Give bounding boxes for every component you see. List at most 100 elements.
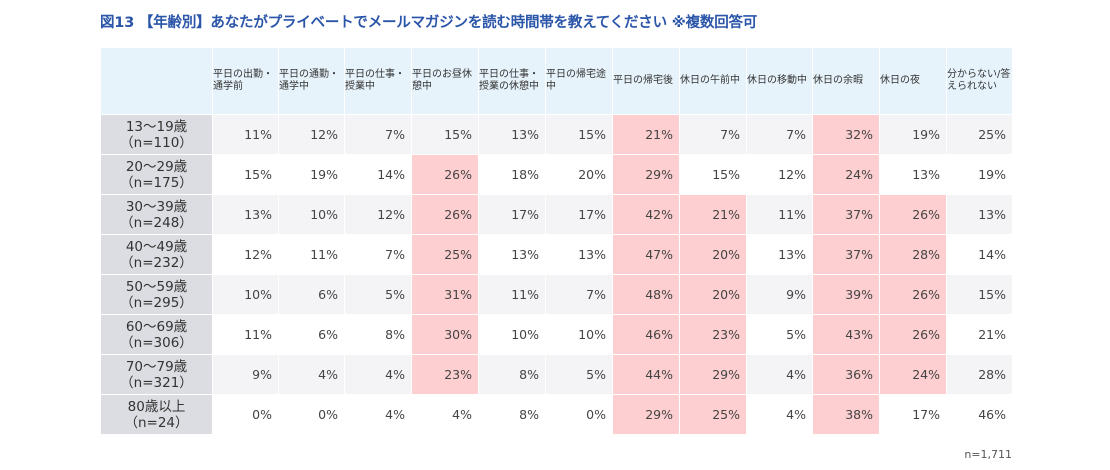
highlighted-value-cell: 43%: [812, 314, 880, 355]
highlighted-value-cell: 20%: [679, 274, 747, 315]
highlighted-value-cell: 46%: [612, 314, 680, 355]
value-cell: 11%: [746, 194, 813, 235]
value-cell: 5%: [545, 354, 613, 395]
value-cell: 13%: [879, 154, 947, 195]
value-cell: 6%: [278, 274, 345, 315]
highlighted-value-cell: 37%: [812, 234, 880, 275]
highlighted-value-cell: 31%: [411, 274, 479, 315]
value-cell: 12%: [746, 154, 813, 195]
age-group-label: 80歳以上: [127, 398, 186, 415]
row-label: 40～49歳 （n=232）: [100, 234, 213, 275]
highlighted-value-cell: 25%: [411, 234, 479, 275]
highlighted-value-cell: 26%: [411, 154, 479, 195]
age-group-label: 13～19歳: [125, 118, 188, 135]
highlighted-value-cell: 29%: [612, 154, 680, 195]
highlighted-value-cell: 29%: [612, 394, 680, 435]
highlighted-value-cell: 24%: [879, 354, 947, 395]
highlighted-value-cell: 26%: [879, 194, 947, 235]
highlighted-value-cell: 21%: [679, 194, 747, 235]
table-row: 70～79歳 （n=321） 9% 4% 4% 23% 8% 5% 44% 29% 4% 36% 24%…: [100, 354, 1013, 395]
value-cell: 20%: [545, 154, 613, 195]
column-header: 平日の通勤・通学中: [278, 47, 345, 115]
value-cell: 14%: [344, 154, 412, 195]
table-row: 40～49歳 （n=232） 12% 11% 7% 25% 13% 13% 47% 20% 13% 3…: [100, 234, 1013, 275]
value-cell: 14%: [946, 234, 1013, 275]
value-cell: 10%: [278, 194, 345, 235]
table-body: 13～19歳 （n=110） 11% 12% 7% 15% 13% 15% 21% 7% 7% 32%…: [100, 114, 1013, 435]
value-cell: 13%: [746, 234, 813, 275]
value-cell: 25%: [946, 114, 1013, 155]
highlighted-value-cell: 25%: [679, 394, 747, 435]
column-header: 平日のお昼休憩中: [411, 47, 479, 115]
value-cell: 4%: [411, 394, 479, 435]
value-cell: 15%: [946, 274, 1013, 315]
age-group-label: 30～39歳: [125, 198, 188, 215]
age-group-label: 60～69歳: [125, 318, 188, 335]
column-header: 休日の移動中: [746, 47, 813, 115]
value-cell: 4%: [746, 394, 813, 435]
value-cell: 28%: [946, 354, 1013, 395]
column-header: 平日の帰宅後: [612, 47, 680, 115]
column-header: 分からない/答えられない: [946, 47, 1013, 115]
value-cell: 21%: [946, 314, 1013, 355]
value-cell: 15%: [411, 114, 479, 155]
value-cell: 4%: [278, 354, 345, 395]
column-header: 平日の仕事・授業の休憩中: [478, 47, 546, 115]
highlighted-value-cell: 29%: [679, 354, 747, 395]
table-row: 30～39歳 （n=248） 13% 10% 12% 26% 17% 17% 42% 21% 11%…: [100, 194, 1013, 235]
value-cell: 7%: [344, 114, 412, 155]
value-cell: 8%: [478, 394, 546, 435]
table-row: 20～29歳 （n=175） 15% 19% 14% 26% 18% 20% 29% 15% 12%…: [100, 154, 1013, 195]
value-cell: 15%: [679, 154, 747, 195]
highlighted-value-cell: 28%: [879, 234, 947, 275]
highlighted-value-cell: 26%: [879, 314, 947, 355]
value-cell: 7%: [746, 114, 813, 155]
value-cell: 9%: [212, 354, 279, 395]
value-cell: 19%: [879, 114, 947, 155]
column-header: 休日の夜: [879, 47, 947, 115]
highlighted-value-cell: 24%: [812, 154, 880, 195]
value-cell: 8%: [478, 354, 546, 395]
value-cell: 4%: [344, 354, 412, 395]
value-cell: 6%: [278, 314, 345, 355]
age-group-label: 20～29歳: [125, 158, 188, 175]
value-cell: 7%: [679, 114, 747, 155]
value-cell: 17%: [545, 194, 613, 235]
table-row: 50～59歳 （n=295） 10% 6% 5% 31% 11% 7% 48% 20% 9% 39% 2…: [100, 274, 1013, 315]
sample-count-label: （n=110）: [120, 134, 193, 151]
highlighted-value-cell: 36%: [812, 354, 880, 395]
value-cell: 15%: [212, 154, 279, 195]
value-cell: 5%: [344, 274, 412, 315]
highlighted-value-cell: 30%: [411, 314, 479, 355]
value-cell: 11%: [278, 234, 345, 275]
value-cell: 15%: [545, 114, 613, 155]
chart-title: 図13 【年齢別】あなたがプライベートでメールマガジンを読む時間帯を教えてくださ…: [100, 15, 758, 31]
table-row: 80歳以上 （n=24） 0% 0% 4% 4% 8% 0% 29% 25% 4% 38% 17% 46%: [100, 394, 1013, 435]
table-row: 60～69歳 （n=306） 11% 6% 8% 30% 10% 10% 46% 23% 5% 43%…: [100, 314, 1013, 355]
value-cell: 19%: [278, 154, 345, 195]
highlighted-value-cell: 38%: [812, 394, 880, 435]
sample-count-label: （n=321）: [120, 374, 193, 391]
sample-count-label: （n=248）: [120, 214, 193, 231]
age-group-label: 70～79歳: [125, 358, 188, 375]
sample-count-label: （n=306）: [120, 334, 193, 351]
row-label: 50～59歳 （n=295）: [100, 274, 213, 315]
value-cell: 19%: [946, 154, 1013, 195]
column-header: 平日の仕事・授業中: [344, 47, 412, 115]
value-cell: 11%: [212, 314, 279, 355]
value-cell: 11%: [212, 114, 279, 155]
highlighted-value-cell: 48%: [612, 274, 680, 315]
value-cell: 7%: [545, 274, 613, 315]
column-header: 休日の余暇: [812, 47, 880, 115]
value-cell: 13%: [478, 114, 546, 155]
row-label: 70～79歳 （n=321）: [100, 354, 213, 395]
value-cell: 17%: [879, 394, 947, 435]
highlighted-value-cell: 42%: [612, 194, 680, 235]
value-cell: 17%: [478, 194, 546, 235]
value-cell: 0%: [545, 394, 613, 435]
highlighted-value-cell: 26%: [879, 274, 947, 315]
highlighted-value-cell: 23%: [679, 314, 747, 355]
value-cell: 10%: [545, 314, 613, 355]
value-cell: 10%: [212, 274, 279, 315]
sample-size-note: n=1,711: [964, 448, 1012, 461]
